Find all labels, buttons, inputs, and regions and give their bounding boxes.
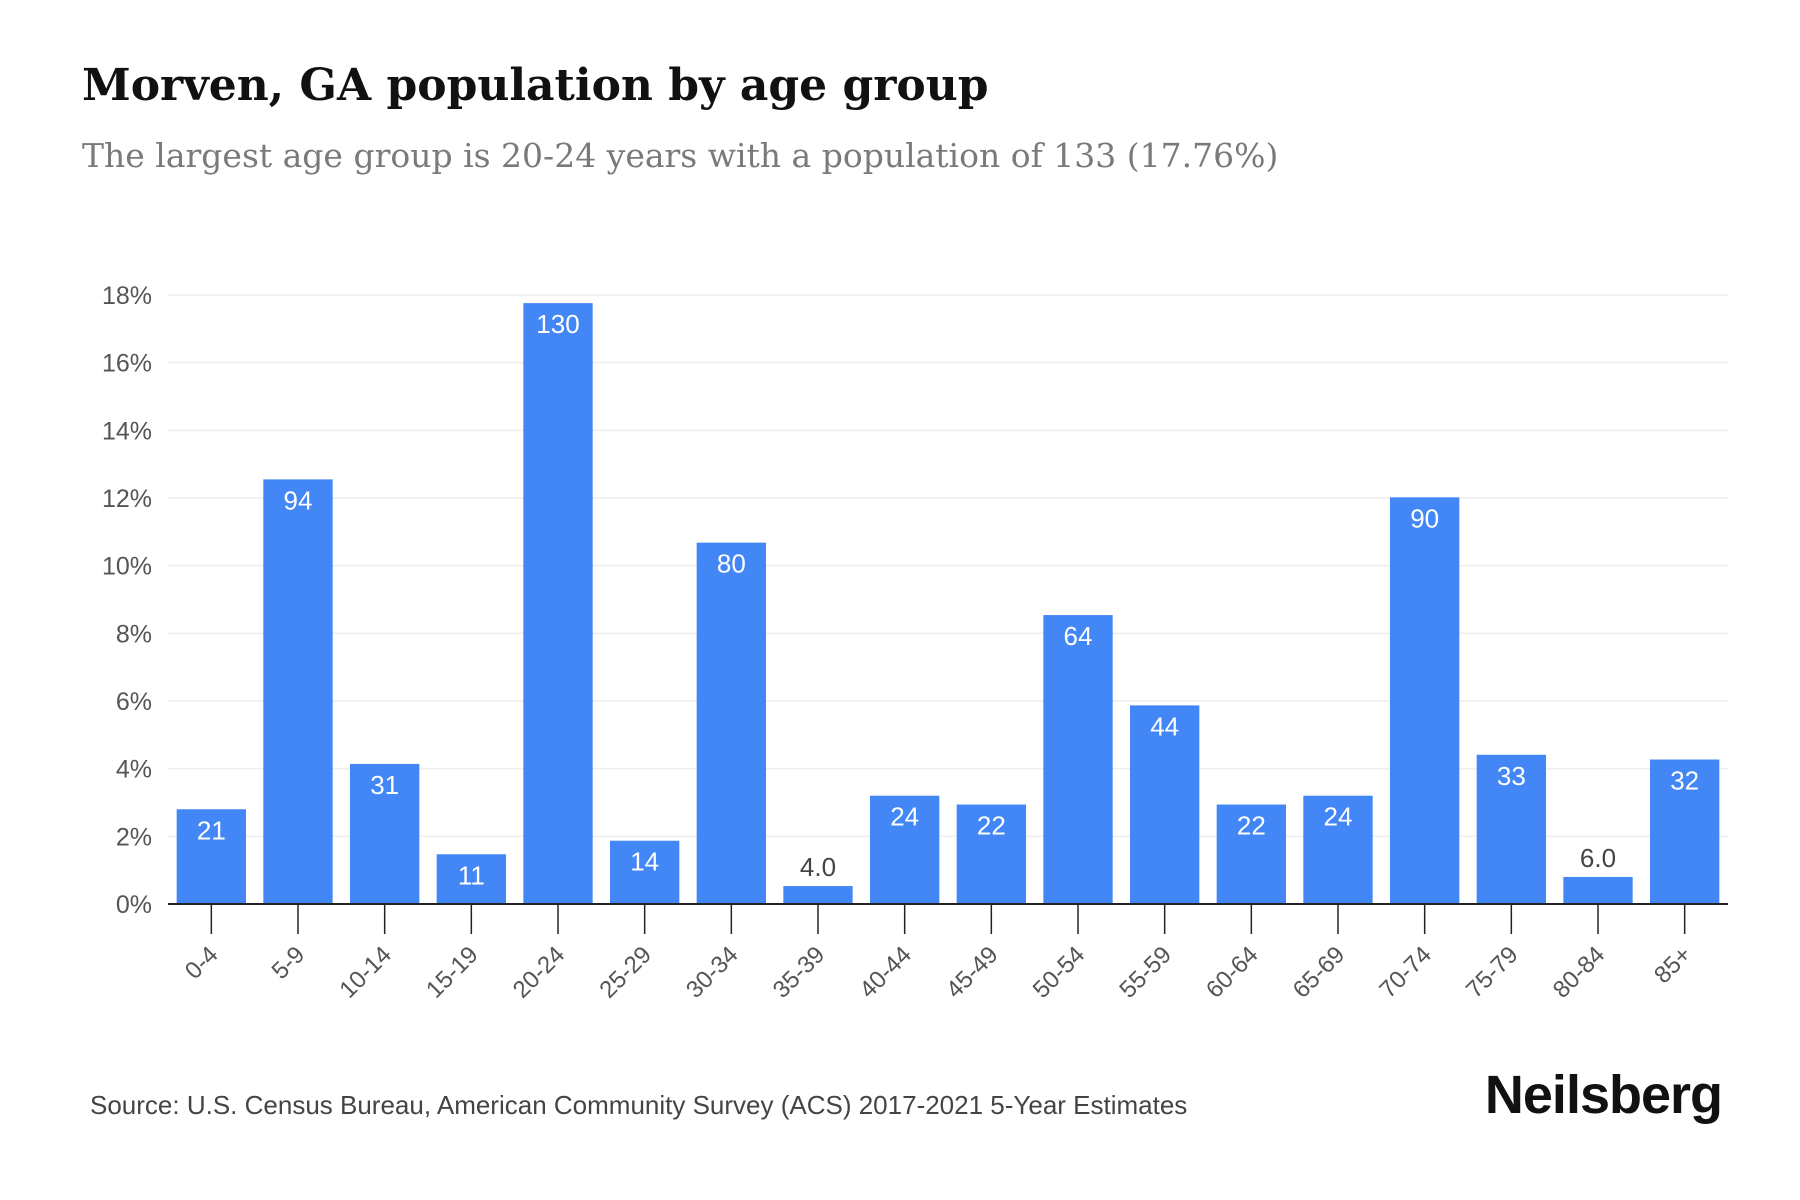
bar-value-label: 6.0	[1580, 843, 1616, 873]
brand-logo: Neilsberg	[1484, 1065, 1723, 1125]
x-tick-label: 30-34	[681, 941, 744, 1004]
y-tick-label: 16%	[102, 350, 152, 378]
x-tick-label: 5-9	[267, 941, 311, 985]
bar-value-label: 31	[370, 770, 399, 800]
bar-value-labels: 21 94 31 11 130 14 80 4.0 24 22 64 44 22 24 90 33 6.0 32	[197, 309, 1699, 890]
bar	[523, 303, 593, 904]
bar-value-label: 22	[977, 811, 1006, 841]
x-axis	[168, 903, 1728, 934]
bar	[1476, 754, 1546, 904]
x-tick-label: 0-4	[180, 941, 224, 985]
bar-value-label: 24	[1324, 802, 1353, 832]
y-axis-tick-labels: 0% 2% 4% 6% 8% 10% 12% 14% 16% 18%	[102, 282, 152, 919]
bar-value-label: 21	[197, 815, 226, 845]
bar	[1043, 615, 1113, 904]
bar-value-label: 44	[1150, 711, 1179, 741]
bar	[870, 795, 940, 904]
x-tick-label: 80-84	[1548, 941, 1611, 1004]
bar	[263, 479, 333, 904]
y-tick-label: 12%	[102, 485, 152, 513]
x-tick-label: 60-64	[1201, 941, 1264, 1004]
bar	[176, 809, 246, 904]
x-tick-label: 45-49	[941, 941, 1004, 1004]
x-tick-label: 85+	[1649, 941, 1697, 989]
bar-value-label: 130	[536, 309, 579, 339]
bar-value-label: 90	[1410, 503, 1439, 533]
bar	[1130, 705, 1200, 904]
y-tick-label: 6%	[116, 688, 152, 716]
source-note: Source: U.S. Census Bureau, American Com…	[90, 1090, 1188, 1120]
chart-title: Morven, GA population by age group	[82, 60, 989, 111]
bar	[610, 840, 680, 904]
x-tick-label: 20-24	[508, 941, 571, 1004]
x-tick-label: 25-29	[594, 941, 657, 1004]
chart-subtitle: The largest age group is 20-24 years wit…	[82, 136, 1279, 175]
x-tick-label: 70-74	[1374, 941, 1437, 1004]
bar-value-label: 4.0	[800, 852, 836, 882]
bar	[1216, 804, 1286, 904]
x-tick-label: 65-69	[1288, 941, 1351, 1004]
bar	[696, 542, 766, 904]
bar	[783, 886, 853, 904]
y-tick-label: 18%	[102, 282, 152, 310]
bar-value-label: 94	[284, 485, 313, 515]
bar	[1563, 876, 1633, 904]
x-tick-label: 50-54	[1028, 941, 1091, 1004]
bar	[956, 804, 1026, 904]
y-tick-label: 2%	[116, 823, 152, 851]
x-tick-label: 40-44	[854, 941, 917, 1004]
y-tick-label: 8%	[116, 620, 152, 648]
bar-value-label: 11	[458, 860, 485, 890]
bar-value-label: 24	[890, 802, 919, 832]
y-tick-label: 0%	[116, 891, 152, 919]
bar	[1303, 795, 1373, 904]
x-tick-label: 35-39	[768, 941, 831, 1004]
x-tick-label: 15-19	[421, 941, 484, 1004]
x-tick-label: 75-79	[1461, 941, 1524, 1004]
y-tick-label: 4%	[116, 756, 152, 784]
bar	[350, 763, 420, 904]
bar	[436, 854, 506, 904]
gridlines	[168, 294, 1728, 838]
x-axis-tick-labels: 0-4 5-9 10-14 15-19 20-24 25-29 30-34 35-39 40-4…	[180, 941, 1697, 1004]
bar	[1650, 759, 1720, 904]
bar-value-label: 80	[717, 549, 746, 579]
x-tick-label: 10-14	[334, 941, 397, 1004]
bar-value-label: 33	[1497, 761, 1526, 791]
bar	[1390, 497, 1460, 904]
bar-value-label: 22	[1237, 811, 1266, 841]
bar-value-label: 64	[1064, 621, 1093, 651]
y-tick-label: 10%	[102, 553, 152, 581]
bar-value-label: 32	[1670, 766, 1699, 796]
bar-value-label: 14	[630, 847, 659, 877]
y-tick-label: 14%	[102, 417, 152, 445]
bars	[176, 303, 1720, 904]
x-tick-label: 55-59	[1114, 941, 1177, 1004]
